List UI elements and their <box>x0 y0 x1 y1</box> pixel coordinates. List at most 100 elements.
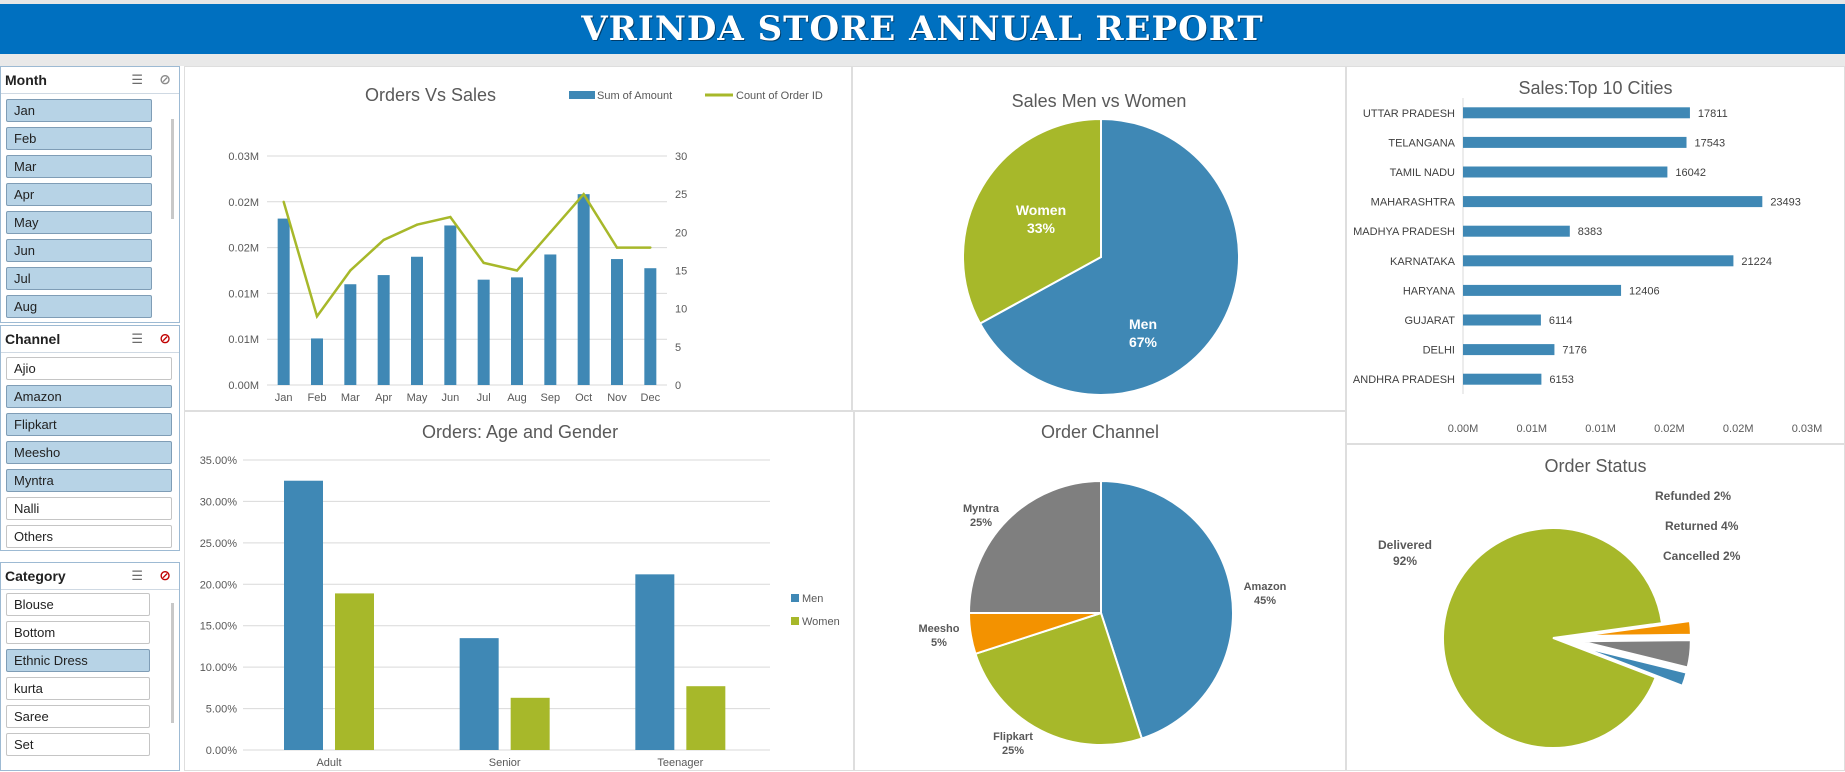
report-title: VRINDA STORE ANNUAL REPORT <box>581 9 1264 49</box>
channel-slicer-item-ajio[interactable]: Ajio <box>6 357 172 380</box>
month-slicer-header: Month ☰ ⊘ <box>1 67 179 94</box>
order-channel-pie-chart: Amazon 45% Flipkart 25% Meesho 5% Myntra 25% <box>919 479 1287 757</box>
y-axis-tick-label: 25.00% <box>200 538 238 550</box>
slice-label-text-returned: Returned <box>1665 519 1721 533</box>
bar-may <box>411 256 423 385</box>
city-label-madhya-pradesh: MADHYA PRADESH <box>1353 226 1455 238</box>
category-slicer-item-blouse[interactable]: Blouse <box>6 593 150 616</box>
bar-jun <box>444 225 457 385</box>
line-point-dec <box>649 246 652 249</box>
multi-select-icon[interactable]: ☰ <box>131 568 143 583</box>
order-status-pie-chart: Delivered 92% Refunded 2% Returned 4% Cancel… <box>1378 489 1741 749</box>
slice-value-women: 33% <box>1027 220 1056 236</box>
pie-slice-men <box>978 117 1240 396</box>
slice-value-delivered: 92% <box>1393 554 1417 568</box>
category-slicer-item-saree[interactable]: Saree <box>6 705 150 728</box>
city-label-tamil-nadu: TAMIL NADU <box>1390 167 1455 179</box>
data-label-andhra-pradesh: 6153 <box>1549 374 1573 386</box>
clear-filter-icon[interactable]: ⊘ <box>159 567 171 583</box>
bar-teenager-men <box>635 574 675 750</box>
slice-label-delivered: Delivered <box>1378 538 1432 552</box>
line-point-apr <box>382 238 385 242</box>
x-axis-tick-label: 0.01M <box>1517 423 1548 435</box>
bar-adult-men <box>284 480 323 750</box>
category-slicer-scrollbar[interactable] <box>171 603 174 723</box>
age-gender-bar-chart: 0.00% 5.00% 10.00% 15.00% 20.00% 25.00% 30.00%… <box>200 455 840 769</box>
y-axis-tick-label: 0.00M <box>228 380 259 392</box>
category-slicer-item-ethnic-dress[interactable]: Ethnic Dress <box>6 649 150 672</box>
multi-select-icon[interactable]: ☰ <box>131 331 143 346</box>
slice-label-men: Men <box>1129 316 1157 332</box>
channel-slicer-item-amazon[interactable]: Amazon <box>6 385 172 408</box>
line-point-jul <box>482 261 485 265</box>
line-point-sep <box>549 231 552 234</box>
channel-slicer-item-others[interactable]: Others <box>6 525 172 548</box>
bar-sep <box>544 254 557 385</box>
month-slicer-item-mar[interactable]: Mar <box>6 155 152 178</box>
slice-value-flipkart: 25% <box>1002 745 1024 757</box>
city-label-telangana: TELANGANA <box>1388 137 1455 149</box>
data-label-gujarat: 6114 <box>1549 315 1573 327</box>
category-slicer-title: Category <box>5 568 66 584</box>
orders-vs-sales-panel: Orders Vs Sales 0.00M 0.01M 0.01M 0.02M 0.02… <box>184 66 852 411</box>
x-axis-tick-label: Nov <box>607 392 627 404</box>
y-axis-tick-label: 0.02M <box>228 197 259 209</box>
clear-filter-icon[interactable]: ⊘ <box>159 330 171 346</box>
data-label-telangana: 17543 <box>1695 137 1726 149</box>
x-axis-tick-label: Jul <box>477 392 491 404</box>
clear-filter-icon[interactable]: ⊘ <box>159 71 171 87</box>
y-axis-tick-label: 35.00% <box>200 455 238 467</box>
y-axis-tick-label: 30.00% <box>200 496 238 508</box>
y-axis-tick-label: 15.00% <box>200 621 238 633</box>
slice-value-men: 67% <box>1129 334 1158 350</box>
month-slicer-item-may[interactable]: May <box>6 211 152 234</box>
slice-value-refunded: 2% <box>1714 489 1732 503</box>
bar-uttar-pradesh <box>1463 107 1690 119</box>
month-slicer-item-jun[interactable]: Jun <box>6 239 152 262</box>
month-slicer-item-apr[interactable]: Apr <box>6 183 152 206</box>
month-slicer-title: Month <box>5 72 47 88</box>
city-label-gujarat: GUJARAT <box>1404 315 1455 327</box>
sales-gender-panel: Sales Men vs Women Men 67% Women 33% <box>852 66 1346 411</box>
x-axis-tick-label: Feb <box>308 392 327 404</box>
category-slicer-item-kurta[interactable]: kurta <box>6 677 150 700</box>
order-status-panel: Order Status Delivered 92% Refunded 2% Retu… <box>1346 444 1845 771</box>
multi-select-icon[interactable]: ☰ <box>131 72 143 87</box>
bar-feb <box>311 338 323 385</box>
channel-slicer-item-nalli[interactable]: Nalli <box>6 497 172 520</box>
y-axis-tick-label: 0.01M <box>228 334 259 346</box>
channel-slicer-item-myntra[interactable]: Myntra <box>6 469 172 492</box>
slice-label-text-refunded: Refunded <box>1655 489 1714 503</box>
category-slicer-item-bottom[interactable]: Bottom <box>6 621 150 644</box>
legend-swatch-women <box>791 617 799 625</box>
month-slicer-item-aug[interactable]: Aug <box>6 295 152 318</box>
data-label-haryana: 12406 <box>1629 285 1660 297</box>
slice-value-amazon: 45% <box>1254 595 1276 607</box>
channel-slicer-item-flipkart[interactable]: Flipkart <box>6 413 172 436</box>
x-axis-tick-label: Oct <box>575 392 592 404</box>
slice-label-women: Women <box>1016 202 1066 218</box>
age-gender-panel: Orders: Age and Gender 0.00% 5.00% 10.00% 1… <box>184 411 854 771</box>
slicer-panel: Month ☰ ⊘ Jan Feb Mar Apr May Jun Jul Aug Chann… <box>0 66 180 771</box>
x-axis-tick-label: 0.01M <box>1585 423 1616 435</box>
bar-tamil-nadu <box>1463 166 1668 178</box>
city-label-delhi: DELHI <box>1423 345 1455 357</box>
month-slicer-item-jan[interactable]: Jan <box>6 99 152 122</box>
category-slicer-item-set[interactable]: Set <box>6 733 150 756</box>
month-slicer-item-feb[interactable]: Feb <box>6 127 152 150</box>
channel-slicer-item-meesho[interactable]: Meesho <box>6 441 172 464</box>
x-axis-tick-label: 0.00M <box>1448 423 1479 435</box>
x-axis-tick-label: 0.02M <box>1723 423 1754 435</box>
legend-swatch-sum-of-amount <box>569 91 595 99</box>
y-axis-tick-label: 0.03M <box>228 151 259 163</box>
bar-jul <box>477 279 490 385</box>
month-slicer-scrollbar[interactable] <box>171 119 174 219</box>
month-slicer-item-jul[interactable]: Jul <box>6 267 152 290</box>
pie-slice-myntra <box>967 479 1102 614</box>
sales-gender-pie-chart: Men 67% Women 33% <box>962 117 1240 396</box>
legend-label-sum-of-amount: Sum of Amount <box>597 90 672 102</box>
pie-slice-returned <box>1580 639 1692 669</box>
line-point-may <box>415 223 419 226</box>
line-point-jun <box>449 215 452 219</box>
pie-slice-cancelled <box>1579 645 1688 688</box>
